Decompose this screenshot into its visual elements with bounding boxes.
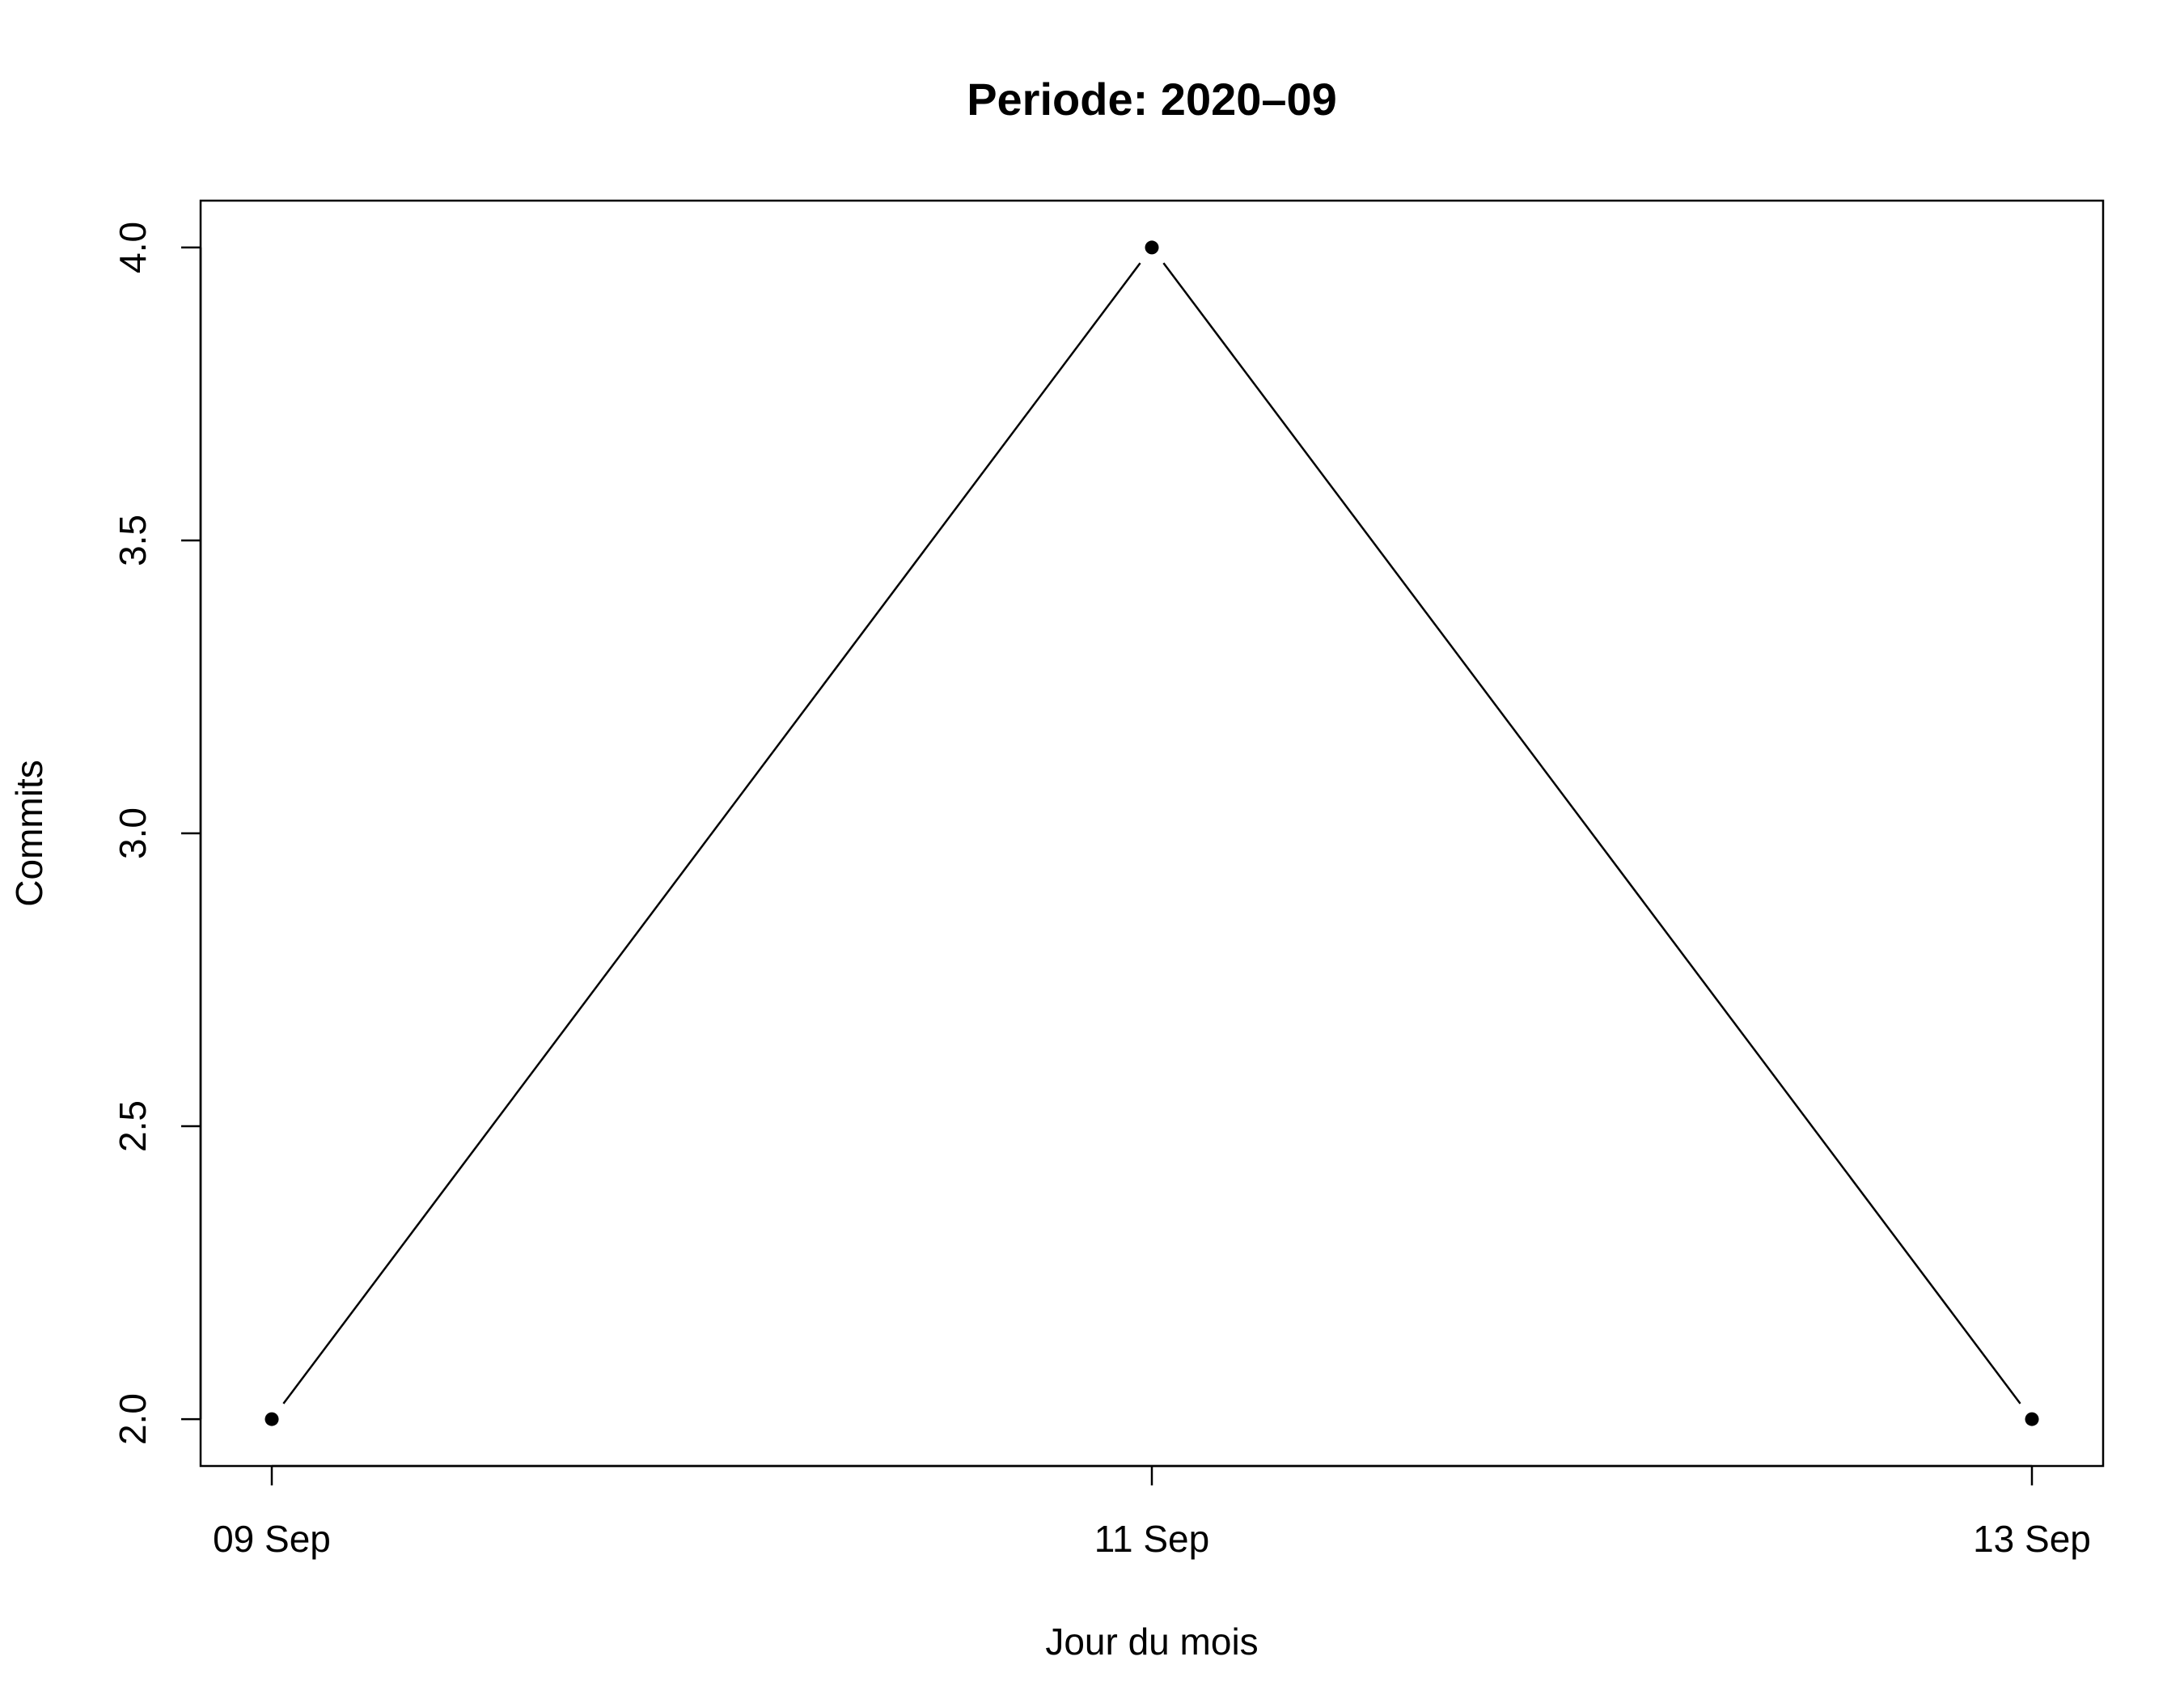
y-axis-title: Commits <box>8 760 50 906</box>
x-tick-label: 13 Sep <box>1973 1518 2091 1560</box>
x-axis-title: Jour du mois <box>1045 1621 1258 1663</box>
series-line-segment <box>282 262 1141 1405</box>
series-line-segment <box>1162 262 2021 1405</box>
y-tick-label: 3.5 <box>112 515 154 566</box>
x-tick-label: 11 Sep <box>1094 1518 1209 1560</box>
series-layer <box>265 240 2039 1426</box>
plot-frame <box>199 199 2105 1468</box>
y-tick-label: 2.0 <box>112 1393 154 1445</box>
x-tick-label: 09 Sep <box>213 1518 331 1560</box>
chart-title: Periode: 2020–09 <box>967 74 1337 125</box>
y-tick-label: 2.5 <box>112 1100 154 1152</box>
data-point <box>1145 240 1159 255</box>
y-tick-label: 4.0 <box>112 222 154 273</box>
y-tick-label: 3.0 <box>112 807 154 859</box>
x-axis: 09 Sep 11 Sep 13 Sep <box>213 1464 2091 1560</box>
data-point <box>265 1412 279 1426</box>
data-point <box>2025 1412 2039 1426</box>
y-axis: 2.0 2.5 3.0 3.5 4.0 <box>112 222 202 1445</box>
